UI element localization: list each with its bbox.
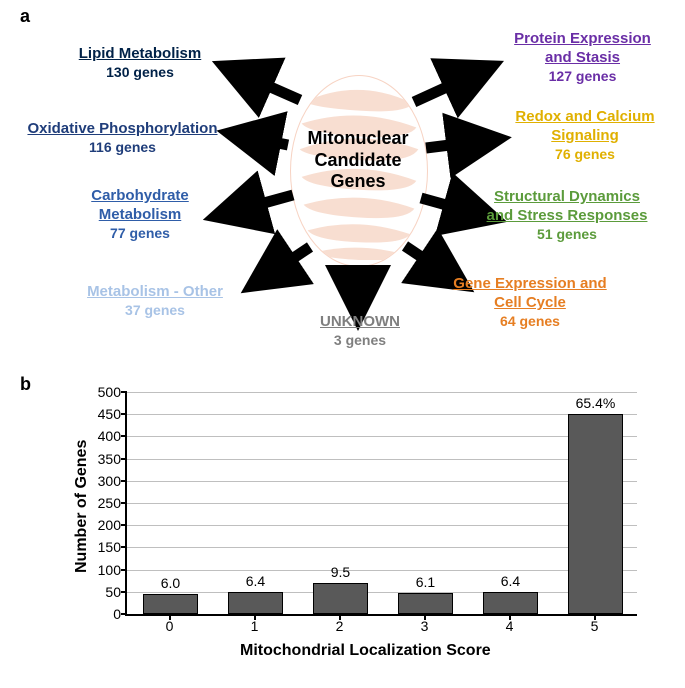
arrow-2	[224, 195, 293, 214]
category-7-name-0: Redox and Calcium	[515, 108, 654, 125]
grid-line	[127, 525, 637, 526]
category-4-name-0: UNKNOWN	[320, 313, 400, 330]
y-tick-mark	[121, 458, 127, 460]
category-0-name-0: Lipid Metabolism	[79, 45, 202, 62]
category-4: UNKNOWN 3 genes	[300, 313, 420, 351]
y-tick-mark	[121, 435, 127, 437]
y-tick-label: 50	[81, 584, 121, 600]
bar-4: 6.4	[483, 592, 538, 614]
category-8: Protein Expression and Stasis 127 genes	[495, 30, 670, 86]
bar-5: 65.4%	[568, 414, 623, 614]
y-tick-mark	[121, 591, 127, 593]
y-tick-label: 0	[81, 606, 121, 622]
grid-line	[127, 436, 637, 437]
bar-label-3: 6.1	[416, 574, 435, 590]
y-tick-mark	[121, 391, 127, 393]
category-5-count: 64 genes	[500, 313, 560, 329]
category-2: Carbohydrate Metabolism 77 genes	[75, 187, 205, 243]
category-1-name-0: Oxidative Phosphorylation	[27, 120, 217, 137]
arrow-0	[232, 70, 300, 100]
category-3-name-0: Metabolism - Other	[87, 283, 223, 300]
grid-line	[127, 570, 637, 571]
bar-3: 6.1	[398, 593, 453, 614]
arrow-3	[259, 247, 310, 281]
category-2-name-1: Metabolism	[99, 206, 182, 223]
x-axis-title: Mitochondrial Localization Score	[240, 642, 491, 660]
category-8-count: 127 genes	[549, 68, 617, 84]
bar-2: 9.5	[313, 583, 368, 614]
arrow-8	[414, 70, 484, 102]
grid-line	[127, 503, 637, 504]
y-tick-mark	[121, 546, 127, 548]
category-1: Oxidative Phosphorylation 116 genes	[10, 120, 235, 158]
category-5: Gene Expression and Cell Cycle 64 genes	[430, 275, 630, 331]
category-6-name-0: Structural Dynamics	[494, 188, 640, 205]
category-6-name-1: and Stress Responses	[487, 207, 648, 224]
category-6: Structural Dynamics and Stress Responses 5…	[462, 188, 672, 244]
category-6-count: 51 genes	[537, 226, 597, 242]
category-7-count: 76 genes	[555, 146, 615, 162]
category-7: Redox and Calcium Signaling 76 genes	[495, 108, 675, 164]
x-tick-label: 1	[251, 618, 259, 634]
y-tick-mark	[121, 480, 127, 482]
bar-label-4: 6.4	[501, 573, 520, 589]
x-tick-label: 0	[166, 618, 174, 634]
y-tick-mark	[121, 569, 127, 571]
y-tick-label: 500	[81, 384, 121, 400]
grid-line	[127, 459, 637, 460]
bar-0: 6.0	[143, 594, 198, 614]
panel-b-label: b	[20, 374, 31, 395]
category-3: Metabolism - Other 37 genes	[70, 283, 240, 321]
y-axis-title: Number of Genes	[73, 440, 91, 573]
category-0: Lipid Metabolism 130 genes	[65, 45, 215, 83]
category-3-count: 37 genes	[125, 302, 185, 318]
y-tick-mark	[121, 613, 127, 615]
bar-chart: 0501001502002503003504004505006.006.419.…	[125, 392, 637, 616]
y-tick-mark	[121, 502, 127, 504]
category-5-name-0: Gene Expression and	[453, 275, 606, 292]
y-tick-mark	[121, 524, 127, 526]
grid-line	[127, 414, 637, 415]
x-tick-label: 2	[336, 618, 344, 634]
grid-line	[127, 392, 637, 393]
y-tick-mark	[121, 413, 127, 415]
category-5-name-1: Cell Cycle	[494, 294, 566, 311]
grid-line	[127, 547, 637, 548]
x-tick-label: 4	[506, 618, 514, 634]
y-tick-label: 450	[81, 406, 121, 422]
grid-line	[127, 592, 637, 593]
bar-label-2: 9.5	[331, 564, 350, 580]
panel-b: b 0501001502002503003504004505006.006.41…	[0, 374, 685, 688]
category-1-count: 116 genes	[89, 139, 156, 155]
category-4-count: 3 genes	[334, 332, 386, 348]
panel-a: a Mitonuclear Candidate Genes	[0, 0, 685, 374]
category-8-name-1: and Stasis	[545, 49, 620, 66]
category-0-count: 130 genes	[106, 64, 174, 80]
arrow-1	[238, 135, 288, 145]
category-2-count: 77 genes	[110, 225, 170, 241]
grid-line	[127, 481, 637, 482]
bar-label-5: 65.4%	[576, 395, 616, 411]
arrow-7	[426, 140, 490, 148]
bar-label-1: 6.4	[246, 573, 265, 589]
category-7-name-1: Signaling	[551, 127, 619, 144]
bar-1: 6.4	[228, 592, 283, 614]
bar-label-0: 6.0	[161, 575, 180, 591]
x-tick-label: 3	[421, 618, 429, 634]
category-2-name-0: Carbohydrate	[91, 187, 189, 204]
category-8-name-0: Protein Expression	[514, 30, 651, 47]
x-tick-label: 5	[591, 618, 599, 634]
